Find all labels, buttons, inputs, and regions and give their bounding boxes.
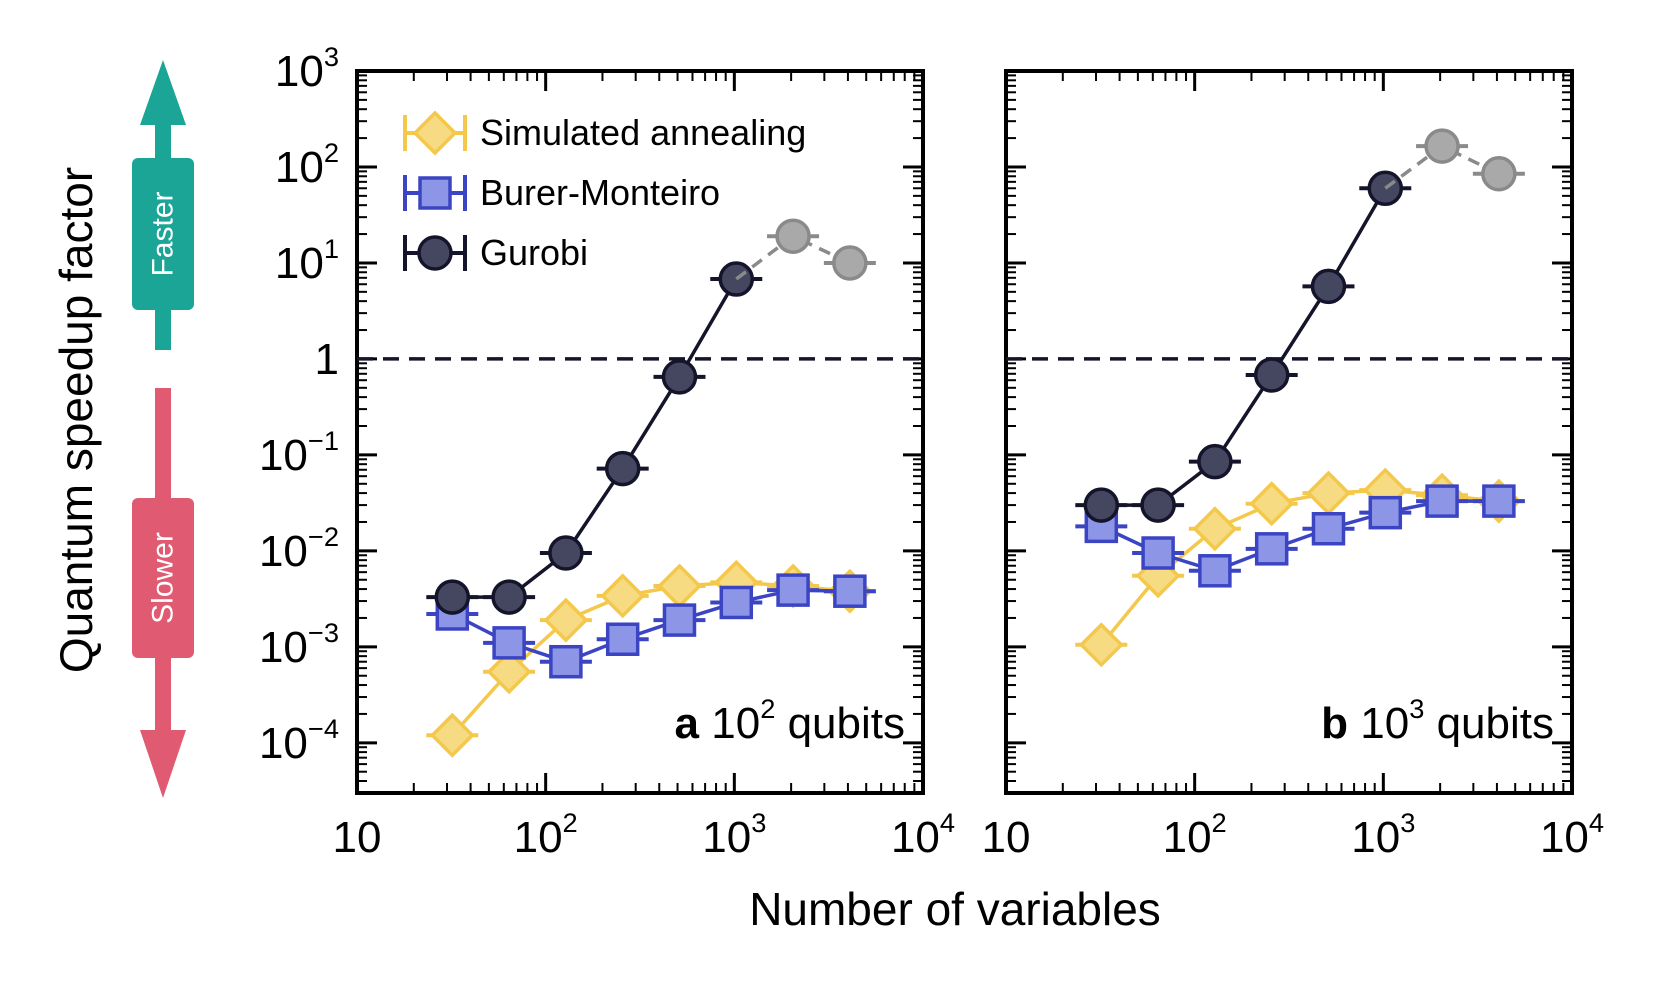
- panel-label: b 103 qubits: [1321, 693, 1554, 748]
- plot-frame: [355, 69, 925, 795]
- series-gurobi: [1075, 170, 1412, 523]
- legend-marker: [418, 176, 452, 210]
- panel-a: 10−4 10−3 10−2 10−1 1 101 102 103 10 102 103 104 a 1…: [259, 41, 955, 862]
- slower-badge: [132, 498, 194, 658]
- x-tick-label: 10: [333, 813, 382, 862]
- slower-label: Slower: [147, 532, 180, 624]
- data-point: [1249, 481, 1295, 527]
- data-point: [1141, 536, 1175, 570]
- legend-label: Burer-Monteiro: [480, 172, 720, 213]
- data-point: [1253, 357, 1290, 393]
- legend-marker: [417, 235, 453, 271]
- data-point: [434, 579, 471, 615]
- x-tick-label: 104: [1540, 807, 1604, 862]
- data-point: [1254, 532, 1289, 566]
- data-point: [491, 579, 527, 615]
- data-point: [661, 359, 698, 395]
- data-point: [1083, 487, 1120, 523]
- data-point: [1192, 506, 1238, 552]
- data-point: [1140, 487, 1176, 523]
- y-tick-label: 101: [275, 233, 339, 288]
- series-gurobi_extrap: [1384, 128, 1525, 192]
- data-point: [605, 622, 640, 656]
- y-tick-label: 10−3: [259, 617, 339, 672]
- data-point: [1310, 268, 1347, 305]
- panel-b: 10 102 103 104 b 103 qubits: [982, 69, 1604, 862]
- series-bm: [1075, 484, 1525, 588]
- x-axis-label: Number of variables: [749, 883, 1161, 935]
- data-point: [776, 573, 810, 607]
- data-point: [775, 218, 811, 254]
- data-point: [1425, 484, 1459, 518]
- data-point: [492, 626, 526, 660]
- legend-item-sa: Simulated annealing: [403, 110, 806, 156]
- data-point: [604, 450, 641, 487]
- y-tick-label: 10−4: [259, 713, 339, 768]
- data-point: [832, 245, 868, 281]
- legend: Simulated annealing Burer-Monteiro Gurobi: [403, 110, 806, 273]
- series-line: [1101, 187, 1387, 507]
- slower-arrow-head: [140, 730, 186, 798]
- series-bm: [426, 573, 876, 679]
- data-point: [1198, 554, 1232, 588]
- plot-frame: [1004, 69, 1574, 795]
- data-point: [719, 585, 754, 620]
- x-tick-label: 104: [891, 807, 955, 862]
- data-point: [657, 563, 702, 609]
- data-point: [1424, 128, 1460, 164]
- data-point: [833, 574, 867, 608]
- series-gurobi_extrap: [735, 218, 876, 281]
- data-point: [486, 649, 532, 695]
- data-point: [548, 535, 584, 571]
- series-line: [452, 278, 738, 599]
- faster-label: Faster: [147, 191, 180, 276]
- data-point: [662, 603, 697, 637]
- legend-label: Simulated annealing: [480, 112, 806, 153]
- data-point: [1078, 622, 1124, 668]
- faster-badge: [132, 158, 194, 310]
- data-point: [1368, 495, 1403, 530]
- y-tick-label: 10−1: [259, 425, 339, 480]
- y-tick-label: 103: [275, 41, 339, 96]
- x-tick-label: 103: [702, 807, 766, 862]
- y-axis-label: Quantum speedup factor: [50, 167, 102, 673]
- legend-marker: [412, 110, 458, 156]
- speed-direction-arrows: Faster Slower: [132, 60, 194, 798]
- panel-label: a 102 qubits: [675, 693, 905, 748]
- x-tick-label: 102: [1163, 807, 1227, 862]
- data-point: [1306, 470, 1351, 516]
- legend-label: Gurobi: [480, 232, 588, 273]
- x-tick-label: 102: [514, 807, 578, 862]
- data-point: [543, 597, 589, 643]
- x-tick-label: 103: [1351, 807, 1415, 862]
- data-point: [600, 573, 646, 619]
- y-tick-label: 1: [315, 335, 339, 384]
- legend-item-gurobi: Gurobi: [403, 232, 588, 273]
- legend-item-bm: Burer-Monteiro: [403, 172, 720, 213]
- faster-arrow-head: [140, 60, 186, 125]
- data-point: [1311, 512, 1346, 546]
- x-tick-label: 10: [982, 813, 1031, 862]
- data-point: [429, 712, 475, 758]
- y-tick-label: 10−2: [259, 521, 339, 576]
- series-gurobi: [426, 261, 763, 615]
- data-point: [1481, 155, 1517, 192]
- data-point: [549, 644, 583, 679]
- y-tick-label: 102: [275, 137, 339, 192]
- data-point: [1197, 443, 1233, 480]
- data-point: [1482, 484, 1516, 518]
